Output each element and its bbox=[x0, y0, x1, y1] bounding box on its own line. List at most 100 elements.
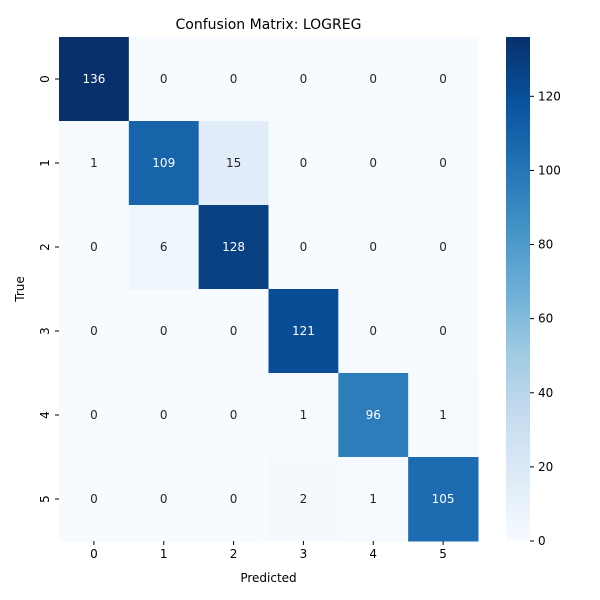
heatmap-cell-r3-c2 bbox=[198, 289, 269, 374]
heatmap-cell-r5-c0 bbox=[59, 457, 130, 542]
x-axis-label: Predicted bbox=[240, 571, 296, 585]
cell-value-label: 0 bbox=[90, 240, 98, 254]
x-tick-label: 3 bbox=[300, 547, 308, 561]
heatmap-cell-r0-c5 bbox=[408, 37, 479, 122]
y-tick-label: 0 bbox=[38, 75, 52, 83]
cell-value-label: 0 bbox=[90, 492, 98, 506]
heatmap-cell-r4-c3 bbox=[268, 373, 339, 458]
cell-value-label: 0 bbox=[369, 324, 377, 338]
heatmap-cell-r4-c5 bbox=[408, 373, 479, 458]
cell-value-label: 15 bbox=[226, 156, 241, 170]
y-tick-label: 4 bbox=[38, 411, 52, 419]
heatmap-cell-r0-c0 bbox=[59, 37, 130, 122]
heatmap-cell-r1-c4 bbox=[338, 121, 409, 206]
cell-value-label: 1 bbox=[90, 156, 98, 170]
cell-value-label: 0 bbox=[369, 240, 377, 254]
colorbar-tick-label: 80 bbox=[538, 238, 553, 252]
cell-value-label: 96 bbox=[366, 408, 381, 422]
cell-value-label: 0 bbox=[230, 492, 238, 506]
cell-value-label: 0 bbox=[160, 324, 168, 338]
x-tick-label: 4 bbox=[369, 547, 377, 561]
heatmap-cell-r2-c0 bbox=[59, 205, 130, 290]
y-tick-label: 1 bbox=[38, 159, 52, 167]
heatmap-cell-r1-c2 bbox=[198, 121, 269, 206]
heatmap-cell-r5-c3 bbox=[268, 457, 339, 542]
heatmap-cell-r3-c0 bbox=[59, 289, 130, 374]
heatmap-cell-r1-c5 bbox=[408, 121, 479, 206]
heatmap-cell-r5-c4 bbox=[338, 457, 409, 542]
cell-value-label: 128 bbox=[222, 240, 245, 254]
heatmap-cell-r5-c1 bbox=[128, 457, 200, 542]
heatmap-cell-r2-c1 bbox=[128, 205, 200, 290]
cell-value-label: 0 bbox=[439, 324, 447, 338]
cell-value-label: 0 bbox=[160, 408, 168, 422]
cell-value-label: 105 bbox=[432, 492, 455, 506]
cell-value-label: 0 bbox=[90, 324, 98, 338]
cell-value-label: 136 bbox=[82, 72, 105, 86]
x-axis-ticks: 0 1 2 3 4 5 bbox=[90, 541, 447, 561]
colorbar-tick-label: 20 bbox=[538, 460, 553, 474]
heatmap-cell-r5-c2 bbox=[198, 457, 269, 542]
colorbar-tick-label: 0 bbox=[538, 534, 546, 548]
cell-value-label: 0 bbox=[230, 72, 238, 86]
heatmap-cell-r5-c5 bbox=[408, 457, 479, 542]
heatmap-cell-r4-c2 bbox=[198, 373, 269, 458]
cell-value-label: 0 bbox=[300, 72, 308, 86]
colorbar bbox=[506, 37, 530, 541]
heatmap-cell-r1-c1 bbox=[128, 121, 200, 206]
cell-value-label: 109 bbox=[152, 156, 175, 170]
heatmap-cell-r0-c1 bbox=[128, 37, 200, 122]
heatmap-cell-r3-c5 bbox=[408, 289, 479, 374]
cell-value-label: 0 bbox=[300, 156, 308, 170]
heatmap-cell-r3-c1 bbox=[128, 289, 200, 374]
heatmap-cell-r4-c1 bbox=[128, 373, 200, 458]
colorbar-tick-label: 60 bbox=[538, 312, 553, 326]
colorbar-tick-label: 120 bbox=[538, 89, 561, 103]
heatmap-cell-r0-c4 bbox=[338, 37, 409, 122]
heatmap-cell-r3-c4 bbox=[338, 289, 409, 374]
heatmap-cell-r2-c4 bbox=[338, 205, 409, 290]
heatmap-cell-r1-c3 bbox=[268, 121, 339, 206]
x-tick-label: 1 bbox=[160, 547, 168, 561]
colorbar-tick-label: 100 bbox=[538, 163, 561, 177]
x-tick-label: 0 bbox=[90, 547, 98, 561]
cell-value-label: 121 bbox=[292, 324, 315, 338]
cell-value-label: 6 bbox=[160, 240, 168, 254]
cell-value-label: 0 bbox=[160, 72, 168, 86]
cell-value-label: 0 bbox=[439, 240, 447, 254]
cell-value-label: 0 bbox=[439, 156, 447, 170]
cell-value-label: 0 bbox=[300, 240, 308, 254]
y-tick-label: 2 bbox=[38, 243, 52, 251]
colorbar-tick-label: 40 bbox=[538, 386, 553, 400]
x-tick-label: 5 bbox=[439, 547, 447, 561]
cell-value-label: 2 bbox=[300, 492, 308, 506]
heatmap-cell-r2-c5 bbox=[408, 205, 479, 290]
cell-value-label: 0 bbox=[160, 492, 168, 506]
heatmap-cell-r2-c3 bbox=[268, 205, 339, 290]
heatmap-cell-r0-c3 bbox=[268, 37, 339, 122]
cell-value-label: 0 bbox=[369, 156, 377, 170]
y-axis-label: True bbox=[13, 276, 27, 303]
cell-value-label: 1 bbox=[369, 492, 377, 506]
cell-value-label: 0 bbox=[439, 72, 447, 86]
heatmap-cells bbox=[59, 37, 479, 542]
cell-value-label: 0 bbox=[90, 408, 98, 422]
cell-value-label: 0 bbox=[369, 72, 377, 86]
chart-title: Confusion Matrix: LOGREG bbox=[176, 17, 362, 33]
y-tick-label: 5 bbox=[38, 495, 52, 503]
cell-value-label: 1 bbox=[300, 408, 308, 422]
heatmap-cell-r4-c0 bbox=[59, 373, 130, 458]
y-tick-label: 3 bbox=[38, 327, 52, 335]
heatmap-cell-r2-c2 bbox=[198, 205, 269, 290]
cell-value-label: 1 bbox=[439, 408, 447, 422]
x-tick-label: 2 bbox=[230, 547, 238, 561]
cell-value-label: 0 bbox=[230, 408, 238, 422]
heatmap-cell-labels: 136 0 0 0 0 01 109 15 0 0 00 6 128 0 0 00 0 0 121 0 00 0 0 1 96 1… bbox=[82, 72, 454, 506]
colorbar-ticks: 0 20 40 60 80 100 120 bbox=[530, 89, 561, 548]
heatmap-cell-r4-c4 bbox=[338, 373, 409, 458]
cell-value-label: 0 bbox=[230, 324, 238, 338]
heatmap-cell-r1-c0 bbox=[59, 121, 130, 206]
heatmap-cell-r0-c2 bbox=[198, 37, 269, 122]
heatmap-cell-r3-c3 bbox=[268, 289, 339, 374]
